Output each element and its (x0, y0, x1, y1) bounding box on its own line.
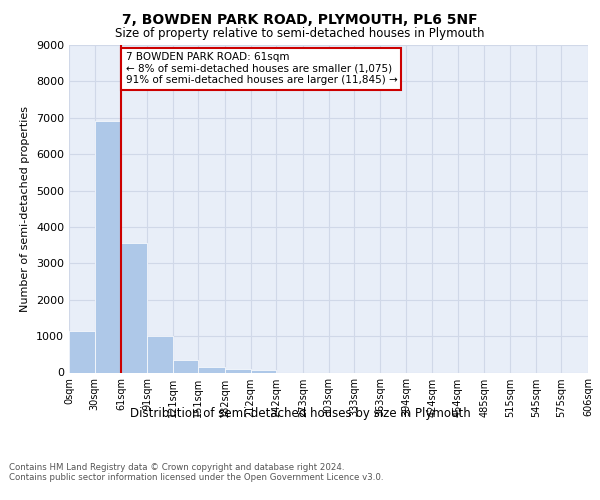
Bar (251, 370, 276, 372)
Bar (199, 366, 225, 372)
Bar (69, 330, 95, 372)
Bar (121, 244, 147, 372)
Text: Size of property relative to semi-detached houses in Plymouth: Size of property relative to semi-detach… (115, 28, 485, 40)
Text: 7 BOWDEN PARK ROAD: 61sqm
← 8% of semi-detached houses are smaller (1,075)
91% o: 7 BOWDEN PARK ROAD: 61sqm ← 8% of semi-d… (125, 52, 397, 86)
Bar (225, 369, 251, 372)
Bar (147, 336, 173, 372)
Text: Distribution of semi-detached houses by size in Plymouth: Distribution of semi-detached houses by … (130, 408, 470, 420)
Text: 7, BOWDEN PARK ROAD, PLYMOUTH, PL6 5NF: 7, BOWDEN PARK ROAD, PLYMOUTH, PL6 5NF (122, 12, 478, 26)
Bar (95, 122, 121, 372)
Text: Contains HM Land Registry data © Crown copyright and database right 2024.
Contai: Contains HM Land Registry data © Crown c… (9, 462, 383, 482)
Y-axis label: Number of semi-detached properties: Number of semi-detached properties (20, 106, 31, 312)
Bar (173, 360, 199, 372)
